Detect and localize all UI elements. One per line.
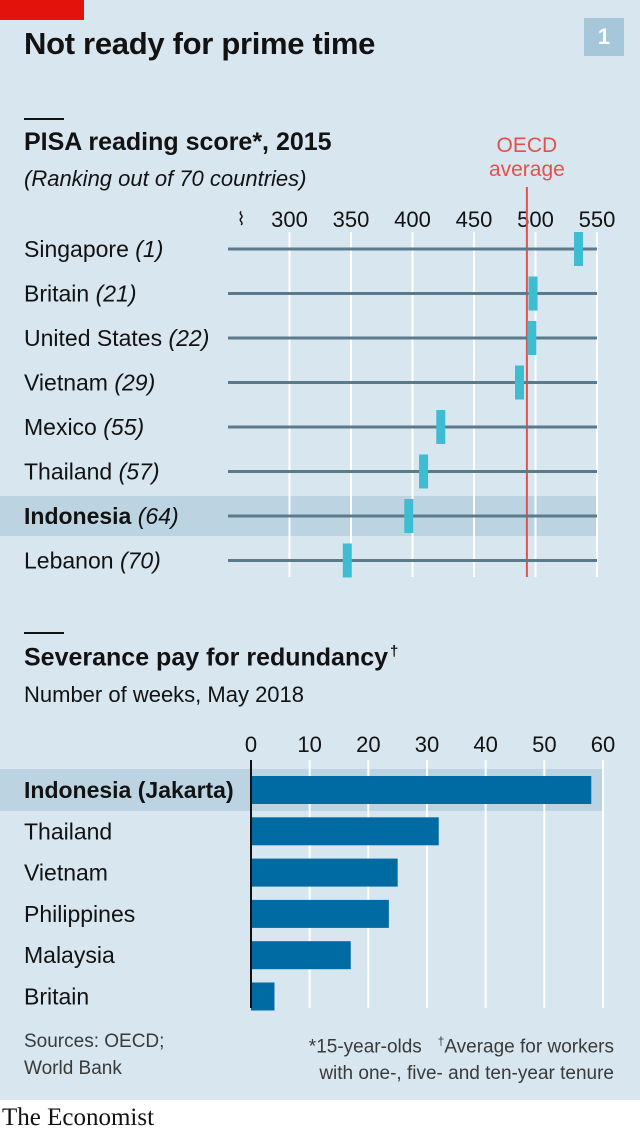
pisa-rank: (57) <box>119 459 160 485</box>
pisa-rank: (29) <box>114 370 155 396</box>
pisa-rank: (64) <box>138 503 179 529</box>
severance-bar <box>251 899 389 928</box>
chart-number-badge: 1 <box>584 18 624 56</box>
footnote-line-1: *15-year-olds †Average for workers <box>309 1028 614 1060</box>
oecd-label-line-1: OECD <box>497 134 558 157</box>
pisa-rank: (70) <box>120 548 161 574</box>
severance-category-label: Britain <box>24 984 89 1010</box>
pisa-score-marker <box>436 410 446 444</box>
pisa-score-marker <box>574 232 584 266</box>
severance-category-label: Indonesia (Jakarta) <box>24 777 234 803</box>
pisa-country-label: United States (22) <box>24 325 209 351</box>
severance-tick-label: 60 <box>591 732 615 757</box>
severance-tick-label: 40 <box>473 732 497 757</box>
pisa-country-label: Thailand (57) <box>24 459 160 485</box>
severance-tick-label: 20 <box>356 732 380 757</box>
severance-bar <box>251 858 398 887</box>
charts-svg: 300 350 400 450 500 550⌇OECDaverageSingapore … <box>0 134 616 1011</box>
pisa-subtitle: (Ranking out of 70 countries) <box>24 166 307 191</box>
pisa-score-marker <box>342 543 352 578</box>
pisa-country-name: Singapore <box>24 236 135 262</box>
severance-subtitle: Number of weeks, May 2018 <box>24 682 305 707</box>
pisa-tick-label: 350 <box>333 207 370 232</box>
pisa-country-name: Indonesia <box>24 503 138 529</box>
pisa-score-marker <box>527 321 537 355</box>
footnotes: *15-year-olds †Average for workers with … <box>309 1028 614 1087</box>
pisa-score-marker <box>404 499 414 533</box>
severance-title: Severance pay for redundancy † <box>24 643 398 672</box>
sources-line-1: Sources: OECD; <box>24 1031 165 1052</box>
pisa-country-name: Vietnam <box>24 370 114 396</box>
pisa-rank: (55) <box>103 414 144 440</box>
pisa-country-label: Mexico (55) <box>24 414 144 440</box>
sources-note: Sources: OECD; World Bank <box>24 1028 164 1082</box>
severance-category-label: Philippines <box>24 901 135 927</box>
pisa-country-name: Lebanon <box>24 548 120 574</box>
pisa-country-label: Lebanon (70) <box>24 548 161 574</box>
pisa-score-marker <box>528 276 538 311</box>
section-rule-pisa <box>24 118 64 120</box>
pisa-tick-label: 300 <box>271 207 308 232</box>
pisa-rank: (21) <box>96 281 137 307</box>
severance-bar <box>251 776 592 804</box>
oecd-label-line-2: average <box>489 158 565 181</box>
severance-category-label: Malaysia <box>24 942 115 968</box>
footnote-1: *15-year-olds <box>308 1036 422 1058</box>
pisa-country-label: Singapore (1) <box>24 236 163 262</box>
axis-break-icon: ⌇ <box>237 209 246 230</box>
pisa-country-label: Vietnam (29) <box>24 370 155 396</box>
pisa-title: PISA reading score*, 2015 <box>24 128 332 156</box>
severance-category-label: Vietnam <box>24 860 108 886</box>
pisa-rank: (22) <box>168 325 209 351</box>
pisa-tick-label: 550 <box>579 207 616 232</box>
pisa-tick-label: 500 <box>517 207 554 232</box>
severance-bar <box>251 817 439 846</box>
severance-tick-label: 10 <box>297 732 321 757</box>
sources-line-2: World Bank <box>24 1058 122 1079</box>
severance-bar <box>251 982 275 1011</box>
pisa-rank: (1) <box>135 236 163 262</box>
footnote-2-line-2: with one-, five- and ten-year tenure <box>319 1063 614 1085</box>
footnote-2-line-1: Average for workers <box>444 1036 614 1058</box>
pisa-country-name: Mexico <box>24 414 103 440</box>
severance-tick-label: 0 <box>245 732 257 757</box>
pisa-tick-label: 450 <box>456 207 493 232</box>
pisa-score-marker <box>515 365 525 400</box>
brand-red-tab <box>0 0 84 20</box>
page-title: Not ready for prime time <box>24 26 376 61</box>
pisa-tick-label: 400 <box>394 207 431 232</box>
pisa-country-label: Indonesia (64) <box>24 503 179 529</box>
severance-title-text: Severance pay for redundancy <box>24 643 389 672</box>
footnote-2-mark: † <box>437 1034 445 1048</box>
pisa-country-name: United States <box>24 325 168 351</box>
pisa-country-name: Thailand <box>24 459 119 485</box>
severance-tick-label: 30 <box>415 732 439 757</box>
severance-bar <box>251 941 351 970</box>
brand-wordmark: The Economist <box>2 1104 155 1131</box>
pisa-country-label: Britain (21) <box>24 281 137 307</box>
severance-title-mark: † <box>390 643 399 660</box>
severance-tick-label: 50 <box>532 732 556 757</box>
severance-category-label: Thailand <box>24 818 112 844</box>
pisa-score-marker <box>419 454 429 489</box>
section-rule-severance <box>24 632 64 634</box>
pisa-country-name: Britain <box>24 281 96 307</box>
